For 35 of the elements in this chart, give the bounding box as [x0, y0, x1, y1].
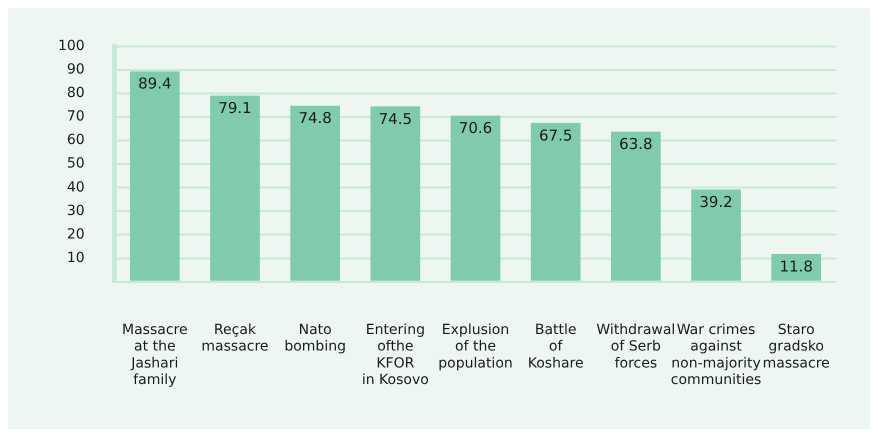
data-label: 74.8: [298, 109, 332, 128]
y-tick-label: 30: [66, 202, 85, 219]
x-tick-label: Explusion of the population: [438, 322, 513, 372]
x-tick-label: Reçak massacre: [201, 322, 269, 355]
y-tick-label: 80: [66, 85, 85, 102]
data-label: 70.6: [458, 119, 492, 137]
y-tick-label: 10: [66, 250, 85, 266]
y-tick-label: 50: [66, 156, 85, 172]
bar: [210, 96, 260, 281]
bar: [370, 106, 420, 281]
data-label: 67.5: [538, 126, 572, 144]
y-tick-label: 20: [66, 226, 85, 242]
y-tick-label: 90: [66, 62, 85, 78]
data-label: 39.2: [699, 192, 733, 211]
data-label: 63.8: [619, 135, 653, 154]
bar: [290, 106, 340, 281]
data-label: 89.4: [138, 74, 172, 93]
y-tick-label: 60: [66, 132, 85, 148]
bar: [771, 254, 822, 281]
bar: [611, 132, 661, 281]
y-tick-label: 100: [58, 38, 85, 54]
data-label: 11.8: [780, 257, 813, 276]
data-label: 74.5: [378, 110, 412, 128]
bar: [530, 122, 581, 281]
y-tick-label: 40: [66, 179, 85, 196]
x-tick-label: Battle of Koshare: [528, 322, 584, 372]
y-tick-label: 70: [66, 108, 85, 125]
x-tick-label: Entering ofthe KFOR in Kosovo: [362, 322, 429, 388]
data-label: 79.1: [218, 98, 252, 117]
bar: [130, 71, 180, 281]
bar: [450, 116, 500, 281]
x-tick-label: Nato bombing: [284, 322, 346, 355]
x-tick-label: Staro gradsko massacre: [762, 322, 830, 372]
x-tick-label: Massacre at the Jashari family: [122, 322, 188, 388]
bar: [691, 190, 741, 281]
